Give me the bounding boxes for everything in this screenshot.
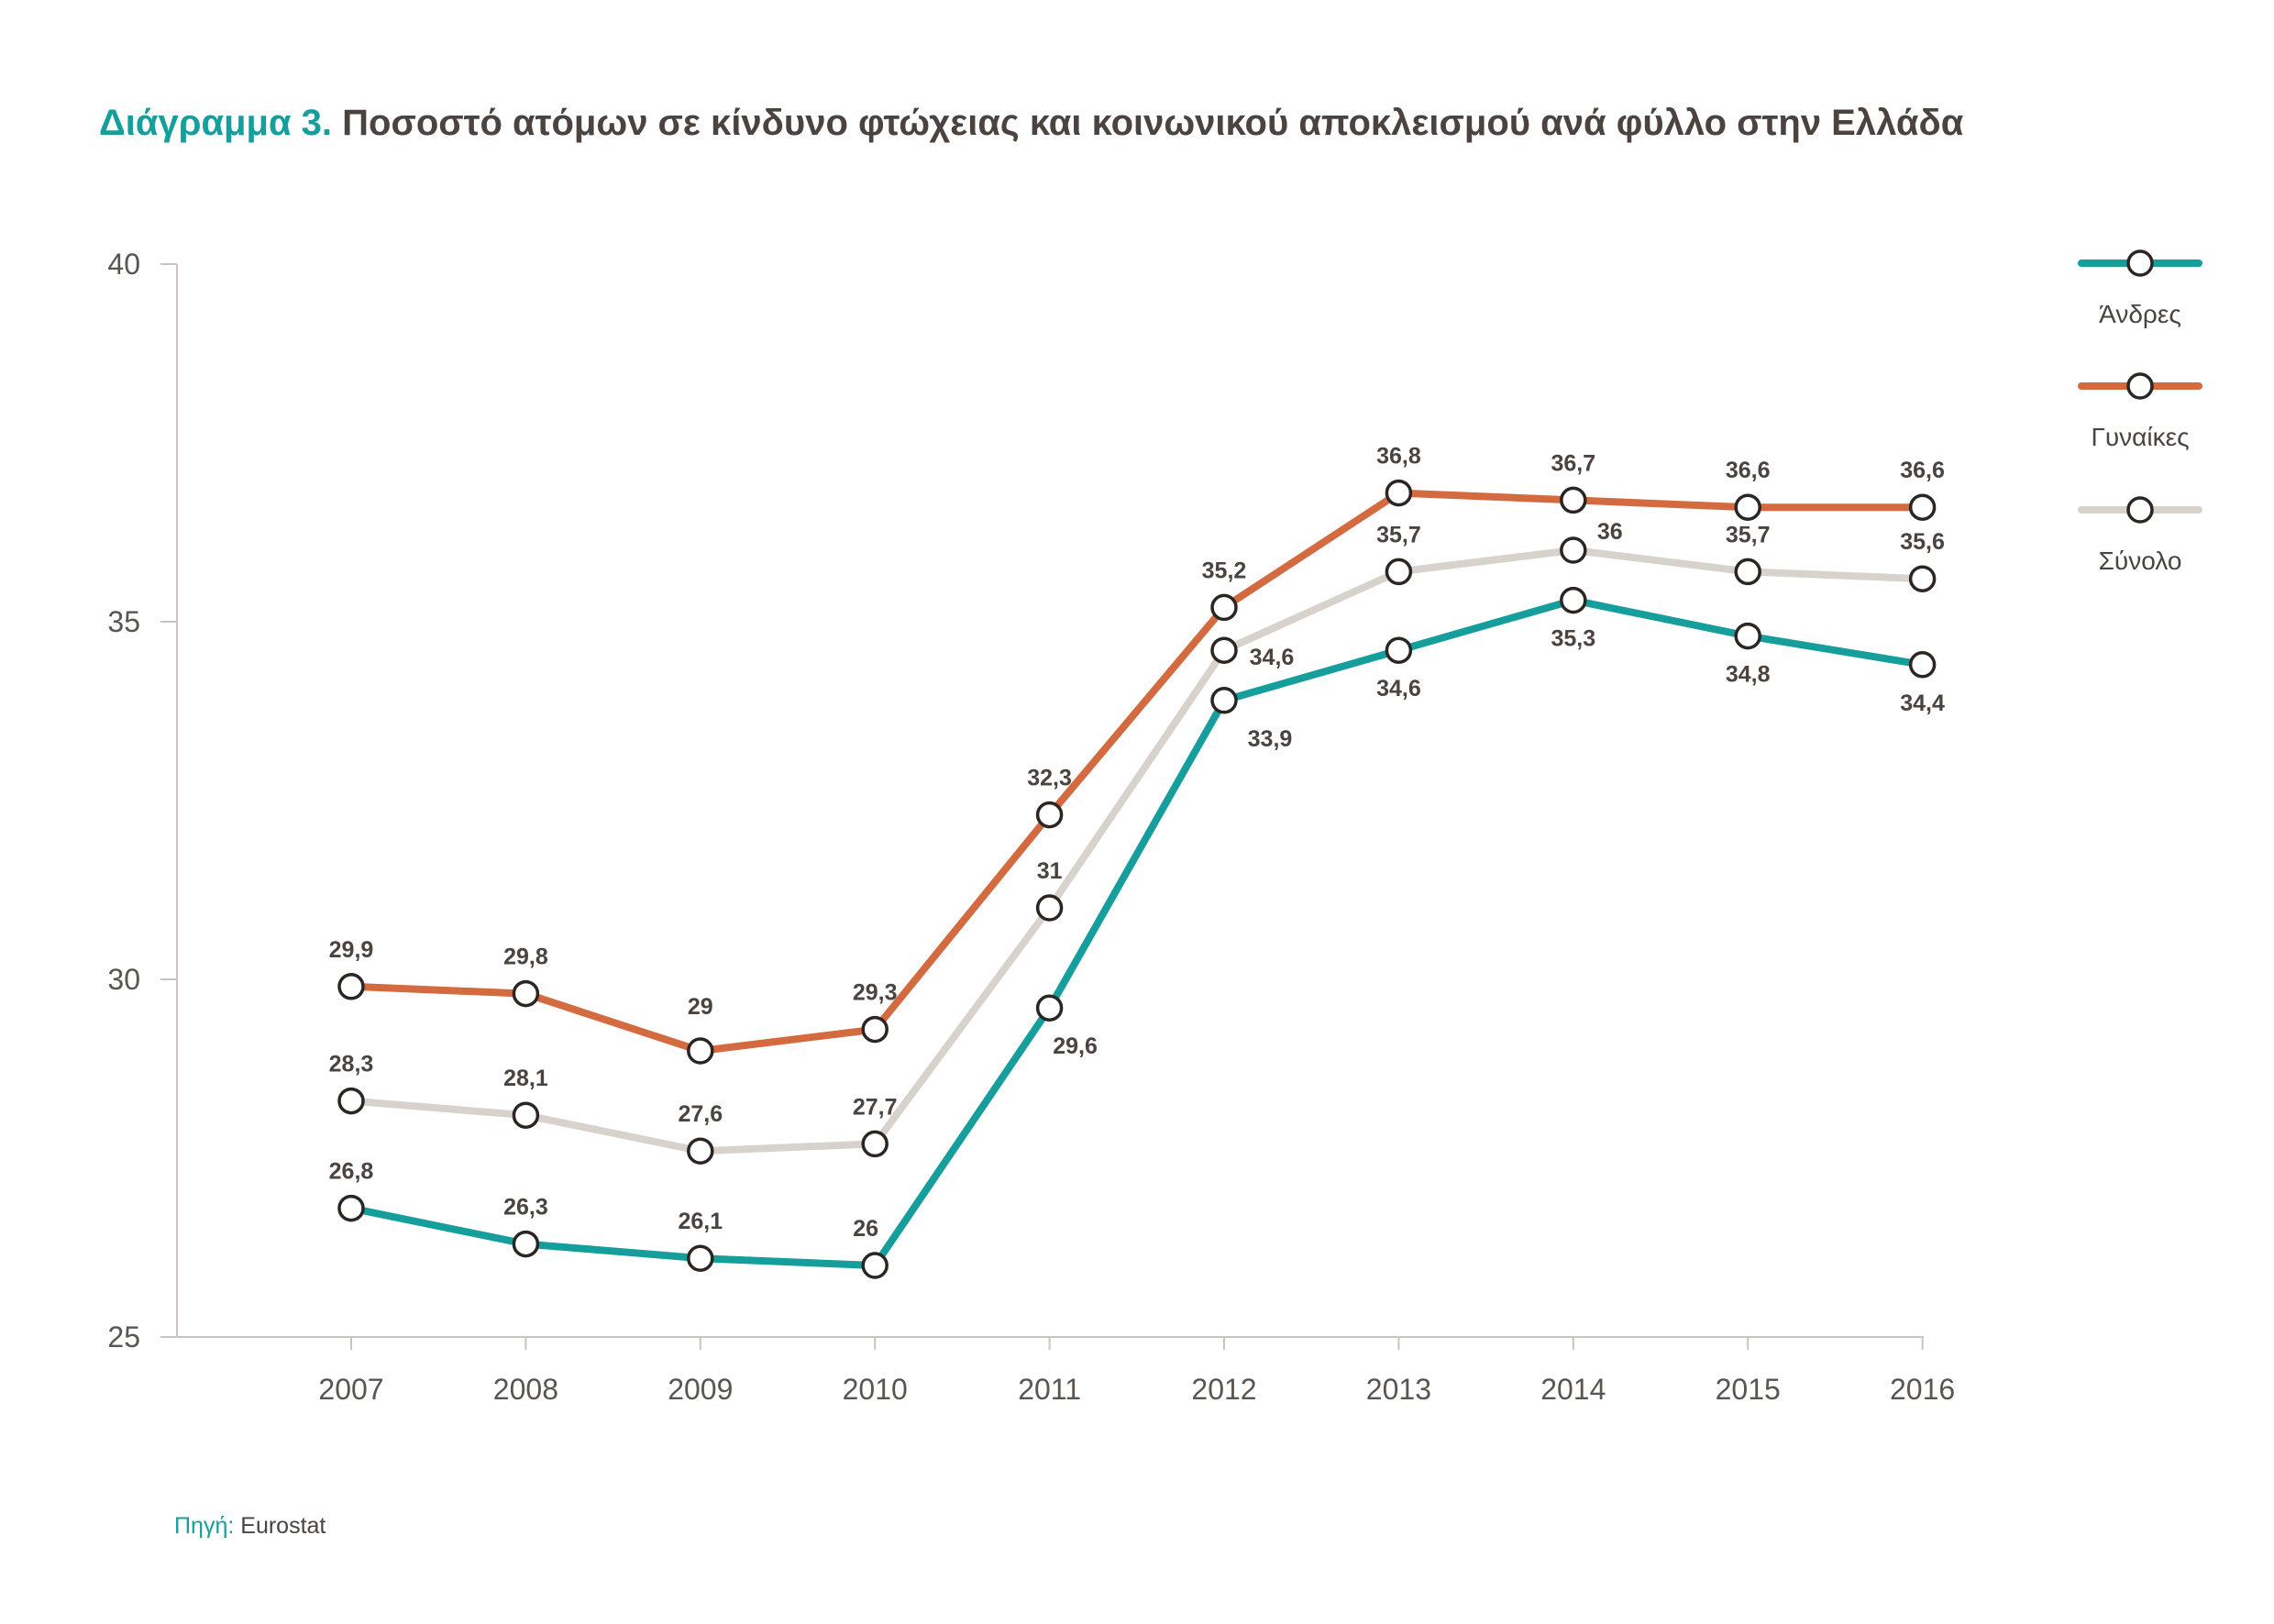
data-label: 26	[853, 1216, 878, 1242]
data-point	[1210, 687, 1238, 714]
data-point	[687, 1137, 714, 1165]
data-point	[1560, 536, 1587, 564]
data-label: 27,7	[853, 1094, 898, 1120]
data-label: 32,3	[1027, 766, 1072, 791]
x-tick-label: 2014	[1540, 1373, 1606, 1406]
data-label: 35,3	[1551, 626, 1595, 652]
y-tick-label: 25	[107, 1320, 140, 1353]
data-point	[1210, 593, 1238, 622]
data-point	[1908, 651, 1937, 679]
x-tick-label: 2016	[1890, 1373, 1955, 1406]
data-label: 36,7	[1551, 450, 1595, 476]
legend-marker	[2126, 496, 2154, 524]
data-point	[1734, 558, 1761, 586]
data-label: 26,3	[503, 1195, 548, 1221]
data-point	[512, 1230, 540, 1258]
data-label: 29,3	[853, 980, 898, 1006]
data-label: 29,6	[1053, 1033, 1098, 1059]
data-point	[1385, 558, 1413, 586]
data-label: 34,4	[1900, 690, 1945, 716]
series-line-1	[348, 489, 1926, 1055]
data-point	[1210, 636, 1238, 664]
data-label: 27,6	[678, 1101, 723, 1127]
legend-label: Σύνολο	[2099, 547, 2182, 575]
source-value: Eurostat	[240, 1513, 326, 1539]
y-tick-label: 35	[107, 605, 140, 638]
chart-title-text: Ποσοστό ατόμων σε κίνδυνο φτώχειας και κ…	[342, 103, 1964, 143]
legend-marker	[2126, 249, 2154, 277]
data-point	[337, 1194, 365, 1222]
legend-label: Άνδρες	[2099, 300, 2181, 328]
data-label: 28,3	[329, 1052, 374, 1077]
x-tick-label: 2009	[668, 1373, 733, 1406]
data-label: 35,2	[1202, 558, 1247, 583]
data-label: 34,6	[1376, 676, 1421, 702]
data-label: 31	[1037, 858, 1063, 884]
data-point	[337, 973, 365, 1000]
data-point	[512, 979, 540, 1008]
data-label: 29,8	[503, 945, 548, 970]
data-label: 35,7	[1376, 522, 1421, 547]
data-label: 34,6	[1250, 645, 1295, 670]
data-point	[1908, 565, 1937, 592]
source-note: Πηγή: Eurostat	[174, 1513, 326, 1540]
data-label: 28,1	[503, 1066, 548, 1091]
chart-title-lead: Διάγραμμα 3.	[99, 103, 333, 143]
data-point	[1560, 586, 1587, 614]
series-line-2	[348, 547, 1926, 1155]
y-tick-label: 40	[107, 248, 140, 281]
data-point	[687, 1244, 714, 1272]
data-point	[1035, 894, 1064, 922]
data-label: 35,6	[1900, 529, 1945, 555]
data-label: 34,8	[1726, 662, 1771, 688]
data-point	[861, 1130, 889, 1158]
x-tick-label: 2013	[1366, 1373, 1431, 1406]
source-label: Πηγή:	[174, 1513, 235, 1539]
x-tick-label: 2012	[1191, 1373, 1256, 1406]
data-label: 36,6	[1726, 458, 1771, 483]
data-point	[1385, 479, 1413, 507]
data-point	[1908, 493, 1937, 521]
data-point	[861, 1252, 889, 1279]
data-label: 29,9	[329, 937, 374, 963]
data-point	[1385, 636, 1413, 664]
data-point	[1734, 493, 1761, 521]
data-label: 26,8	[329, 1159, 374, 1185]
legend-marker	[2126, 372, 2154, 400]
chart-title: Διάγραμμα 3. Ποσοστό ατόμων σε κίνδυνο φ…	[99, 103, 1963, 144]
data-point	[1734, 622, 1761, 650]
x-tick-label: 2015	[1716, 1373, 1781, 1406]
data-point	[861, 1015, 889, 1044]
data-label: 35,7	[1726, 522, 1771, 547]
x-tick-label: 2008	[493, 1373, 558, 1406]
x-tick-label: 2011	[1018, 1373, 1081, 1406]
x-tick-label: 2007	[318, 1373, 383, 1406]
data-label: 33,9	[1248, 726, 1293, 752]
data-point	[687, 1037, 714, 1065]
data-label: 36,8	[1376, 444, 1421, 470]
data-label: 36	[1597, 519, 1623, 545]
y-tick-label: 30	[107, 963, 140, 996]
data-point	[1560, 486, 1587, 514]
data-label: 36,6	[1900, 458, 1945, 483]
data-point	[337, 1087, 365, 1115]
data-point	[512, 1101, 540, 1129]
x-tick-label: 2010	[843, 1373, 908, 1406]
data-point	[1035, 994, 1064, 1022]
data-point	[1035, 801, 1064, 829]
series-line-0	[348, 596, 1926, 1269]
legend-label: Γυναίκες	[2091, 423, 2189, 451]
data-label: 26,1	[678, 1209, 723, 1234]
data-label: 29	[688, 994, 713, 1020]
